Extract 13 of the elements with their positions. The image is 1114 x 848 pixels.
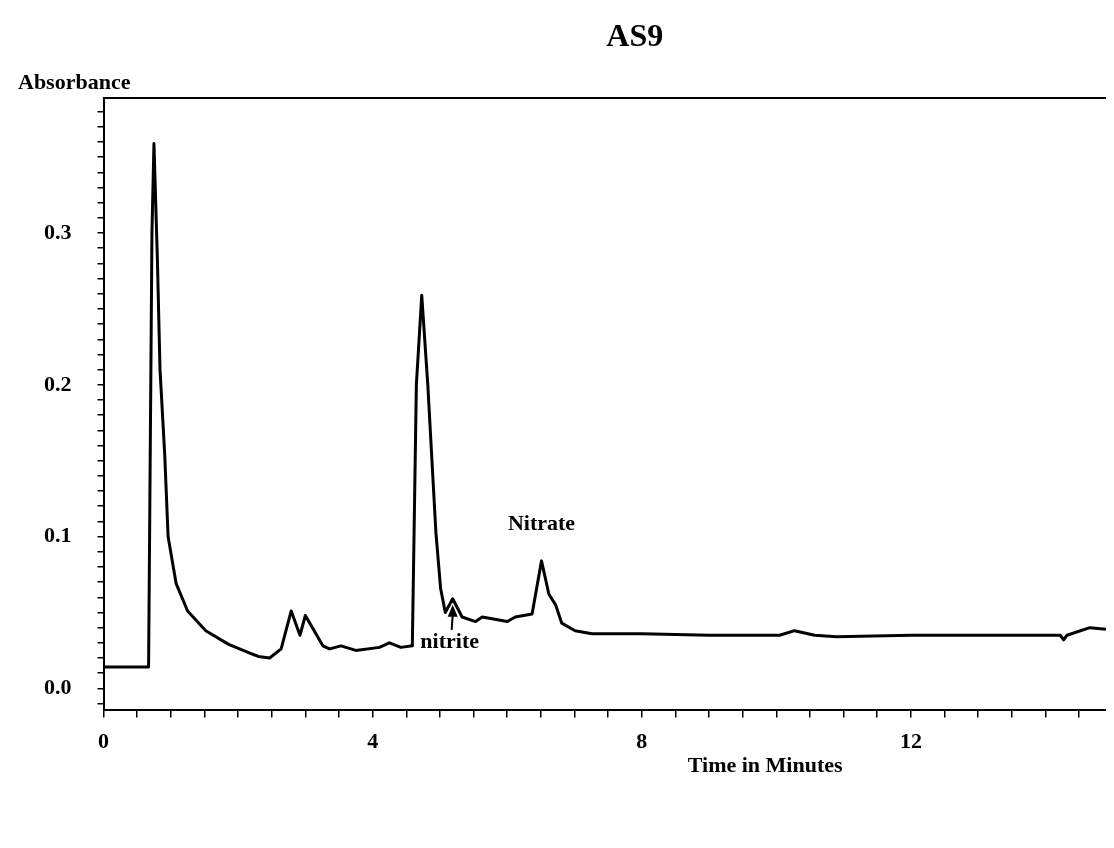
x-tick-label: 4	[367, 728, 379, 754]
annotation: nitrite	[420, 627, 480, 653]
chart-title: AS9	[606, 17, 664, 54]
annotation: Nitrate	[507, 509, 576, 535]
y-axis-title: Absorbance	[18, 68, 131, 94]
y-tick-label: 0.0	[44, 674, 72, 700]
y-tick-label: 0.1	[44, 522, 72, 548]
y-tick-label: 0.3	[44, 218, 72, 244]
x-axis-title: Time in Minutes	[687, 752, 843, 778]
y-tick-label: 0.2	[44, 370, 72, 396]
x-tick-label: 0	[98, 728, 109, 754]
x-tick-label: 12	[899, 728, 922, 754]
x-tick-label: 8	[636, 728, 648, 754]
